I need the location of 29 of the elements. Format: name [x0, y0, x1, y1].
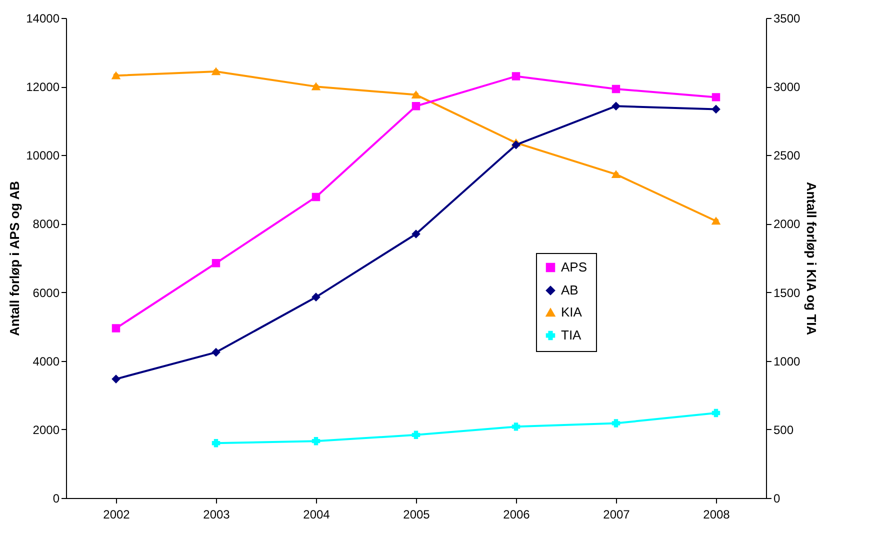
y-tick-label: 4000 [32, 354, 60, 368]
y2-tick-label: 0 [774, 492, 780, 506]
x-tick-label: 2006 [503, 508, 530, 522]
legend-label: TIA [561, 328, 582, 342]
y2-tick-label: 1500 [774, 286, 801, 300]
x-tick-label: 2002 [103, 508, 130, 522]
y-tick-label: 2000 [32, 422, 60, 437]
y-tick-label: 0 [52, 492, 60, 506]
y-tick-label: 10000 [26, 148, 60, 163]
x-tick-label: 2004 [303, 508, 330, 522]
y2-tick-label: 3500 [774, 12, 801, 26]
x-tick-label: 2007 [603, 508, 630, 522]
y-tick-label: 6000 [32, 286, 60, 300]
y2-tick-label: 3000 [774, 80, 801, 94]
x-tick-label: 2003 [203, 508, 230, 522]
legend-label: KIA [561, 304, 582, 320]
y2-tick-label: 2500 [774, 148, 801, 163]
y-tick-label: 14000 [26, 12, 60, 26]
x-tick-label: 2005 [403, 508, 430, 522]
y2-tick-label: 2000 [774, 217, 801, 232]
y-axis-title: Antall forløp i APS og AB [7, 180, 22, 336]
legend-label: AB [561, 282, 578, 298]
y-tick-label: 8000 [32, 217, 60, 232]
y2-axis-title: Antall forløp i KIA og TIA [804, 182, 820, 336]
x-tick-label: 2008 [703, 508, 730, 522]
y2-tick-label: 1000 [774, 354, 801, 368]
legend-label: APS [561, 260, 588, 274]
y2-tick-label: 500 [774, 422, 794, 437]
y-tick-label: 12000 [26, 80, 60, 94]
